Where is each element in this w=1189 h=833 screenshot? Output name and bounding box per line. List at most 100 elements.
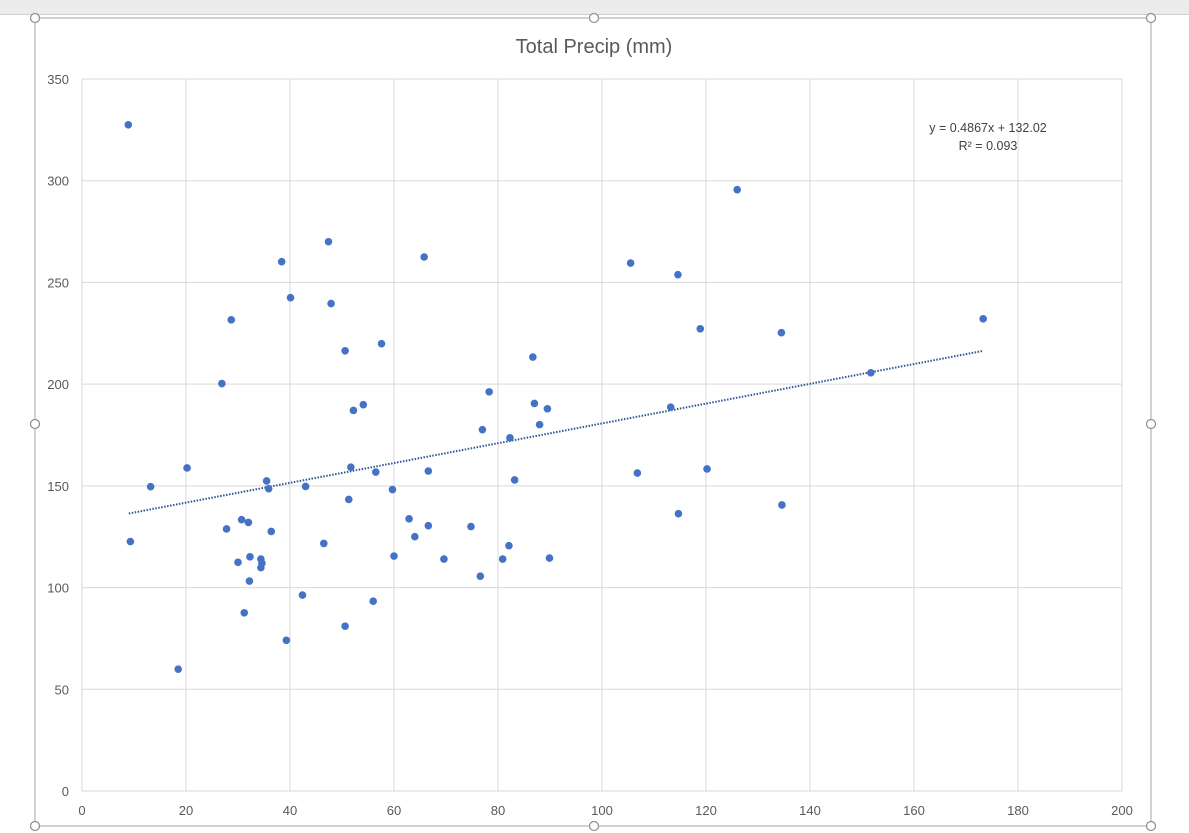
resize-handle[interactable] <box>1145 820 1157 832</box>
scatter-point[interactable] <box>347 463 355 471</box>
scatter-point[interactable] <box>478 425 487 434</box>
scatter-point[interactable] <box>245 577 254 585</box>
scatter-point[interactable] <box>262 477 271 485</box>
scatter-point[interactable] <box>388 485 397 494</box>
y-tick-label: 300 <box>47 174 69 189</box>
resize-handle[interactable] <box>588 820 600 832</box>
scatter-point[interactable] <box>320 539 328 548</box>
scatter-point[interactable] <box>390 552 398 560</box>
x-tick-label: 60 <box>387 803 401 818</box>
scatter-point[interactable] <box>146 482 155 491</box>
x-tick-label: 180 <box>1007 803 1029 818</box>
y-tick-label: 50 <box>55 682 69 697</box>
scatter-point[interactable] <box>246 553 254 561</box>
scatter-point[interactable] <box>440 555 448 563</box>
y-tick-label: 250 <box>47 275 69 290</box>
scatter-point[interactable] <box>506 434 514 442</box>
scatter-point[interactable] <box>298 591 307 599</box>
resize-handle[interactable] <box>1145 12 1157 24</box>
scatter-point[interactable] <box>545 554 554 562</box>
scatter-point[interactable] <box>286 293 295 302</box>
scatter-point[interactable] <box>467 522 475 531</box>
scatter-point[interactable] <box>476 572 485 580</box>
scatter-point[interactable] <box>369 597 378 606</box>
scatter-point[interactable] <box>543 404 552 413</box>
scatter-point[interactable] <box>979 315 987 323</box>
resize-handle[interactable] <box>29 418 41 430</box>
y-tick-label: 200 <box>47 377 69 392</box>
scatter-point[interactable] <box>359 400 368 409</box>
scatter-point[interactable] <box>277 257 286 266</box>
scatter-point[interactable] <box>267 527 276 536</box>
scatter-point[interactable] <box>674 270 682 279</box>
scatter-point[interactable] <box>282 636 291 645</box>
scatter-point[interactable] <box>258 559 266 567</box>
scatter-point[interactable] <box>633 469 642 477</box>
scatter-point[interactable] <box>237 515 246 524</box>
x-tick-label: 120 <box>695 803 717 818</box>
scatter-point[interactable] <box>485 388 493 396</box>
x-tick-label: 40 <box>283 803 297 818</box>
scatter-point[interactable] <box>264 484 273 493</box>
scatter-point[interactable] <box>344 495 353 504</box>
scatter-point[interactable] <box>174 665 182 673</box>
y-tick-label: 0 <box>62 784 69 799</box>
scatter-point[interactable] <box>301 482 310 491</box>
scatter-point[interactable] <box>424 521 433 530</box>
scatter-point[interactable] <box>696 325 705 333</box>
resize-handle[interactable] <box>588 12 600 24</box>
scatter-point[interactable] <box>183 464 191 472</box>
scatter-point[interactable] <box>510 476 519 484</box>
resize-handle[interactable] <box>1145 418 1157 430</box>
resize-handle[interactable] <box>29 12 41 24</box>
scatter-point[interactable] <box>124 120 133 129</box>
trendline-equation: y = 0.4867x + 132.02 <box>929 121 1047 135</box>
scatter-point[interactable] <box>327 299 335 308</box>
scatter-point[interactable] <box>411 532 419 541</box>
scatter-point[interactable] <box>626 259 635 267</box>
data-points <box>124 120 987 673</box>
scatter-point[interactable] <box>341 346 349 355</box>
scatter-point[interactable] <box>424 467 433 475</box>
scatter-point[interactable] <box>222 525 231 533</box>
scatter-point[interactable] <box>227 316 236 324</box>
chart-title[interactable]: Total Precip (mm) <box>516 36 673 58</box>
scatter-point[interactable] <box>377 339 386 348</box>
scatter-point[interactable] <box>530 399 539 408</box>
scatter-point[interactable] <box>341 622 349 631</box>
scatter-point[interactable] <box>420 253 428 261</box>
y-tick-label: 350 <box>47 72 69 87</box>
scatter-point[interactable] <box>703 465 711 473</box>
scatter-point[interactable] <box>529 353 537 361</box>
scatter-point[interactable] <box>405 515 413 523</box>
scatter-point[interactable] <box>498 555 507 563</box>
scatter-point[interactable] <box>733 185 741 194</box>
scatter-point[interactable] <box>777 328 786 337</box>
scatter-point[interactable] <box>535 420 544 429</box>
scatter-point[interactable] <box>244 518 253 527</box>
scatter-point[interactable] <box>666 403 675 411</box>
scatter-point[interactable] <box>240 608 249 617</box>
x-tick-label: 160 <box>903 803 925 818</box>
x-tick-label: 20 <box>179 803 193 818</box>
x-tick-label: 100 <box>591 803 613 818</box>
scatter-point[interactable] <box>234 558 242 567</box>
grid-lines <box>81 78 1123 792</box>
scatter-point[interactable] <box>505 541 513 550</box>
x-tick-label: 80 <box>491 803 505 818</box>
tick-labels: 0 20 40 60 80 100 120 140 160 180 200 0 50 100 150 200 2… <box>47 72 1133 818</box>
scatter-point[interactable] <box>349 406 358 415</box>
scatter-point[interactable] <box>218 379 226 388</box>
resize-handle[interactable] <box>29 820 41 832</box>
x-tick-label: 140 <box>799 803 821 818</box>
scatter-point[interactable] <box>372 468 380 476</box>
scatter-point[interactable] <box>674 509 683 518</box>
scatter-point[interactable] <box>867 368 875 377</box>
x-tick-label: 0 <box>78 803 85 818</box>
y-tick-label: 150 <box>47 479 69 494</box>
selection-handles[interactable] <box>29 12 1157 832</box>
scatter-point[interactable] <box>324 237 333 246</box>
scatter-point[interactable] <box>778 501 786 509</box>
scatter-point[interactable] <box>126 537 135 546</box>
